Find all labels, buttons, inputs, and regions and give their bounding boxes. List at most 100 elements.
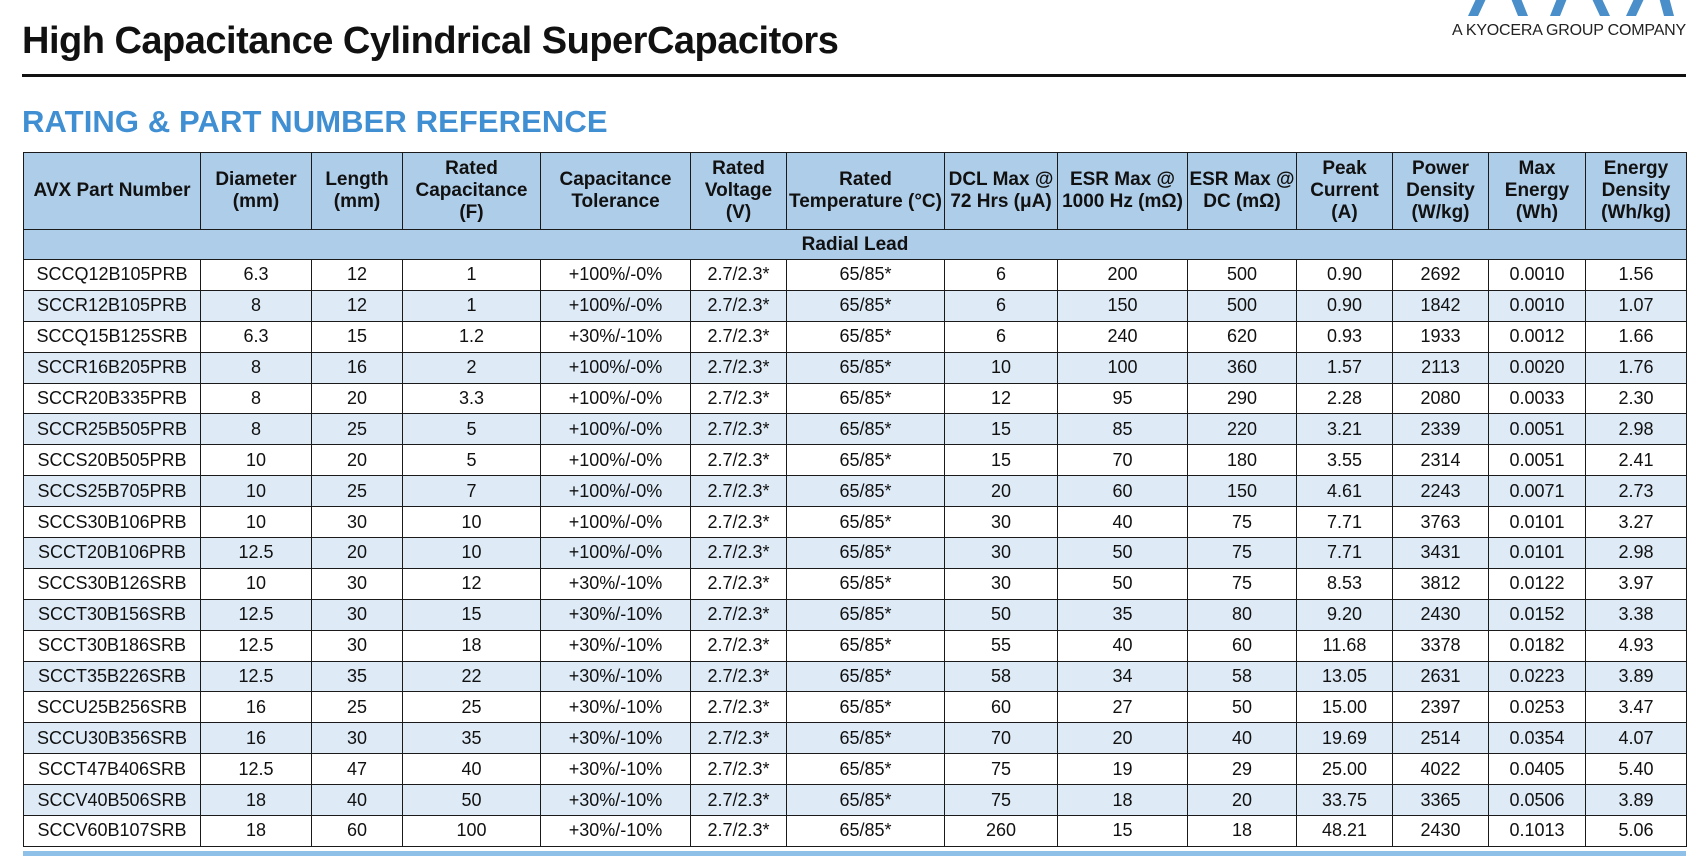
table-cell: 2.7/2.3* [690, 259, 787, 291]
table-cell: 5 [402, 413, 541, 446]
table-cell: 75 [1187, 567, 1297, 600]
column-header: ESR Max @ 1000 Hz (mΩ) [1057, 152, 1188, 230]
table-cell: 40 [1187, 722, 1297, 755]
table-cell: 5 [402, 444, 541, 477]
table-cell: 30 [944, 567, 1058, 600]
table-cell: 5.06 [1585, 815, 1687, 847]
table-cell: 3.3 [402, 382, 541, 415]
table-cell: 50 [402, 784, 541, 817]
table-cell: 0.0020 [1488, 351, 1586, 384]
table-cell: +30%/-10% [540, 567, 691, 600]
table-cell: +30%/-10% [540, 598, 691, 631]
table-cell: 7.71 [1296, 537, 1393, 569]
table-cell: 2631 [1392, 660, 1489, 693]
column-header: Diameter (mm) [200, 152, 312, 230]
table-cell: 50 [1057, 567, 1188, 600]
table-cell: 12.5 [200, 598, 312, 631]
table-cell: 5.40 [1585, 753, 1687, 786]
table-cell: 0.90 [1296, 259, 1393, 291]
table-cell: 0.0152 [1488, 598, 1586, 631]
table-cell: 65/85* [786, 784, 945, 817]
table-cell: 58 [944, 660, 1058, 693]
group-label: Radial Lead [23, 229, 1687, 260]
column-header: Rated Voltage (V) [690, 152, 787, 230]
part-number-cell: SCCT30B186SRB [23, 629, 201, 662]
table-cell: 12 [311, 289, 403, 322]
table-cell: +100%/-0% [540, 382, 691, 415]
table-cell: 48.21 [1296, 815, 1393, 847]
table-cell: 4022 [1392, 753, 1489, 786]
table-cell: 30 [311, 567, 403, 600]
table-cell: 0.0253 [1488, 691, 1586, 724]
table-cell: 12 [402, 567, 541, 600]
table-cell: 65/85* [786, 351, 945, 384]
table-row: SCCU30B356SRB 16 30 35 +30%/-10% 2.7/2.3* 65/8… [23, 722, 1687, 755]
table-row: SCCQ15B125SRB 6.3 15 1.2 +30%/-10% 2.7/2.3* 65… [23, 320, 1687, 353]
table-cell: 25 [311, 691, 403, 724]
table-cell: 65/85* [786, 444, 945, 477]
table-cell: 75 [944, 784, 1058, 817]
table-cell: 55 [944, 629, 1058, 662]
part-number-cell: SCCU25B256SRB [23, 691, 201, 724]
table-cell: 65/85* [786, 320, 945, 353]
table-cell: 2397 [1392, 691, 1489, 724]
table-cell: 3.38 [1585, 598, 1687, 631]
table-cell: 18 [402, 629, 541, 662]
table-cell: 10 [200, 475, 312, 508]
table-cell: 65/85* [786, 753, 945, 786]
table-cell: +100%/-0% [540, 289, 691, 322]
table-cell: 10 [402, 506, 541, 539]
table-cell: 8.53 [1296, 567, 1393, 600]
table-cell: 19 [1057, 753, 1188, 786]
table-cell: 2.7/2.3* [690, 475, 787, 508]
table-cell: 10 [402, 537, 541, 569]
table-cell: 2.7/2.3* [690, 382, 787, 415]
table-cell: +100%/-0% [540, 413, 691, 446]
table-cell: 2.7/2.3* [690, 784, 787, 817]
table-row: SCCS30B106PRB 10 30 10 +100%/-0% 2.7/2.3* 65/8… [23, 506, 1687, 539]
table-cell: 95 [1057, 382, 1188, 415]
table-row: SCCS20B505PRB 10 20 5 +100%/-0% 2.7/2.3* 65/85… [23, 444, 1687, 477]
table-cell: 12.5 [200, 660, 312, 693]
table-cell: 1 [402, 259, 541, 291]
table-cell: 500 [1187, 289, 1297, 322]
table-cell: 240 [1057, 320, 1188, 353]
table-cell: 35 [402, 722, 541, 755]
table-cell: 1.66 [1585, 320, 1687, 353]
table-cell: 0.0506 [1488, 784, 1586, 817]
table-cell: 2.73 [1585, 475, 1687, 508]
table-cell: 3431 [1392, 537, 1489, 569]
table-row: SCCS30B126SRB 10 30 12 +30%/-10% 2.7/2.3* 65/8… [23, 567, 1687, 600]
table-cell: +30%/-10% [540, 753, 691, 786]
table-cell: 18 [200, 784, 312, 817]
part-number-cell: SCCQ12B105PRB [23, 259, 201, 291]
table-row: SCCV40B506SRB 18 40 50 +30%/-10% 2.7/2.3* 65/8… [23, 784, 1687, 817]
table-cell: 25 [311, 475, 403, 508]
table-cell: 3.89 [1585, 784, 1687, 817]
table-cell: 65/85* [786, 506, 945, 539]
table-cell: 2.7/2.3* [690, 753, 787, 786]
table-cell: 0.1013 [1488, 815, 1586, 847]
table-cell: +30%/-10% [540, 320, 691, 353]
table-cell: 75 [1187, 537, 1297, 569]
table-cell: 25 [311, 413, 403, 446]
table-cell: 2314 [1392, 444, 1489, 477]
table-cell: 65/85* [786, 289, 945, 322]
table-cell: 200 [1057, 259, 1188, 291]
table-cell: 2.28 [1296, 382, 1393, 415]
table-cell: 2.7/2.3* [690, 660, 787, 693]
table-cell: 12.5 [200, 537, 312, 569]
table-cell: 3.97 [1585, 567, 1687, 600]
table-cell: +100%/-0% [540, 537, 691, 569]
table-cell: 4.07 [1585, 722, 1687, 755]
table-cell: 18 [200, 815, 312, 847]
table-cell: 2 [402, 351, 541, 384]
table-cell: +100%/-0% [540, 444, 691, 477]
table-cell: 40 [1057, 506, 1188, 539]
table-cell: 50 [1187, 691, 1297, 724]
table-cell: 0.0010 [1488, 289, 1586, 322]
table-cell: 13.05 [1296, 660, 1393, 693]
table-cell: 65/85* [786, 382, 945, 415]
part-number-cell: SCCQ15B125SRB [23, 320, 201, 353]
table-row: SCCT30B186SRB 12.5 30 18 +30%/-10% 2.7/2.3* 65… [23, 629, 1687, 662]
